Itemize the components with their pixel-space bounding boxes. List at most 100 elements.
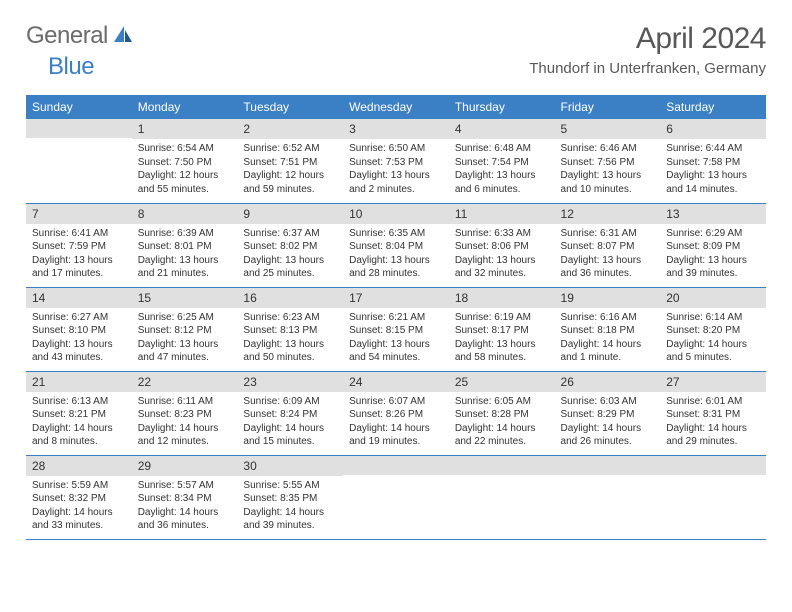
calendar-day-cell: 29Sunrise: 5:57 AMSunset: 8:34 PMDayligh… <box>132 455 238 539</box>
calendar-day-cell: 8Sunrise: 6:39 AMSunset: 8:01 PMDaylight… <box>132 203 238 287</box>
sunset-text: Sunset: 8:29 PM <box>561 408 655 422</box>
calendar-day-cell: 7Sunrise: 6:41 AMSunset: 7:59 PMDaylight… <box>26 203 132 287</box>
calendar-day-cell: 28Sunrise: 5:59 AMSunset: 8:32 PMDayligh… <box>26 455 132 539</box>
daylight-text: Daylight: 14 hours and 1 minute. <box>561 338 655 365</box>
calendar-day-cell: 4Sunrise: 6:48 AMSunset: 7:54 PMDaylight… <box>449 119 555 203</box>
day-body: Sunrise: 6:09 AMSunset: 8:24 PMDaylight:… <box>237 392 343 453</box>
day-body: Sunrise: 6:50 AMSunset: 7:53 PMDaylight:… <box>343 139 449 200</box>
calendar-day-cell: 22Sunrise: 6:11 AMSunset: 8:23 PMDayligh… <box>132 371 238 455</box>
daylight-text: Daylight: 14 hours and 39 minutes. <box>243 506 337 533</box>
calendar-day-cell: 1Sunrise: 6:54 AMSunset: 7:50 PMDaylight… <box>132 119 238 203</box>
day-body: Sunrise: 6:13 AMSunset: 8:21 PMDaylight:… <box>26 392 132 453</box>
day-body: Sunrise: 5:57 AMSunset: 8:34 PMDaylight:… <box>132 476 238 537</box>
sunset-text: Sunset: 7:59 PM <box>32 240 126 254</box>
day-number: 30 <box>237 456 343 476</box>
sunset-text: Sunset: 8:17 PM <box>455 324 549 338</box>
logo-text-blue: Blue <box>48 53 94 80</box>
sunrise-text: Sunrise: 6:16 AM <box>561 311 655 325</box>
day-body: Sunrise: 6:23 AMSunset: 8:13 PMDaylight:… <box>237 308 343 369</box>
daylight-text: Daylight: 13 hours and 39 minutes. <box>666 254 760 281</box>
daylight-text: Daylight: 14 hours and 8 minutes. <box>32 422 126 449</box>
daylight-text: Daylight: 13 hours and 36 minutes. <box>561 254 655 281</box>
daylight-text: Daylight: 13 hours and 14 minutes. <box>666 169 760 196</box>
sunset-text: Sunset: 8:01 PM <box>138 240 232 254</box>
sunset-text: Sunset: 7:58 PM <box>666 156 760 170</box>
day-number <box>343 456 449 475</box>
calendar-day-cell: 21Sunrise: 6:13 AMSunset: 8:21 PMDayligh… <box>26 371 132 455</box>
daylight-text: Daylight: 14 hours and 19 minutes. <box>349 422 443 449</box>
sunset-text: Sunset: 7:54 PM <box>455 156 549 170</box>
sunrise-text: Sunrise: 6:13 AM <box>32 395 126 409</box>
weekday-header: Monday <box>132 95 238 119</box>
calendar-day-cell: 18Sunrise: 6:19 AMSunset: 8:17 PMDayligh… <box>449 287 555 371</box>
day-body: Sunrise: 6:52 AMSunset: 7:51 PMDaylight:… <box>237 139 343 200</box>
sunrise-text: Sunrise: 5:59 AM <box>32 479 126 493</box>
day-number: 19 <box>555 288 661 308</box>
day-number: 12 <box>555 204 661 224</box>
sunrise-text: Sunrise: 6:07 AM <box>349 395 443 409</box>
calendar-day-cell: 14Sunrise: 6:27 AMSunset: 8:10 PMDayligh… <box>26 287 132 371</box>
sunrise-text: Sunrise: 6:09 AM <box>243 395 337 409</box>
day-body: Sunrise: 6:41 AMSunset: 7:59 PMDaylight:… <box>26 224 132 285</box>
sunrise-text: Sunrise: 6:37 AM <box>243 227 337 241</box>
day-number: 21 <box>26 372 132 392</box>
day-number <box>555 456 661 475</box>
calendar-day-cell: 6Sunrise: 6:44 AMSunset: 7:58 PMDaylight… <box>660 119 766 203</box>
sunset-text: Sunset: 8:10 PM <box>32 324 126 338</box>
calendar-day-cell <box>26 119 132 203</box>
day-body: Sunrise: 6:05 AMSunset: 8:28 PMDaylight:… <box>449 392 555 453</box>
sunset-text: Sunset: 8:31 PM <box>666 408 760 422</box>
calendar-week-row: 14Sunrise: 6:27 AMSunset: 8:10 PMDayligh… <box>26 287 766 371</box>
calendar-day-cell: 11Sunrise: 6:33 AMSunset: 8:06 PMDayligh… <box>449 203 555 287</box>
daylight-text: Daylight: 13 hours and 2 minutes. <box>349 169 443 196</box>
sunset-text: Sunset: 8:20 PM <box>666 324 760 338</box>
sunrise-text: Sunrise: 6:50 AM <box>349 142 443 156</box>
day-number: 1 <box>132 119 238 139</box>
sunset-text: Sunset: 8:07 PM <box>561 240 655 254</box>
calendar-week-row: 7Sunrise: 6:41 AMSunset: 7:59 PMDaylight… <box>26 203 766 287</box>
day-body: Sunrise: 6:46 AMSunset: 7:56 PMDaylight:… <box>555 139 661 200</box>
day-body: Sunrise: 6:11 AMSunset: 8:23 PMDaylight:… <box>132 392 238 453</box>
day-number: 16 <box>237 288 343 308</box>
daylight-text: Daylight: 14 hours and 22 minutes. <box>455 422 549 449</box>
sunset-text: Sunset: 7:56 PM <box>561 156 655 170</box>
day-body: Sunrise: 6:14 AMSunset: 8:20 PMDaylight:… <box>660 308 766 369</box>
sunset-text: Sunset: 8:23 PM <box>138 408 232 422</box>
day-number: 10 <box>343 204 449 224</box>
day-body: Sunrise: 6:33 AMSunset: 8:06 PMDaylight:… <box>449 224 555 285</box>
weekday-header: Friday <box>555 95 661 119</box>
day-body: Sunrise: 6:27 AMSunset: 8:10 PMDaylight:… <box>26 308 132 369</box>
calendar-day-cell <box>555 455 661 539</box>
day-body: Sunrise: 6:01 AMSunset: 8:31 PMDaylight:… <box>660 392 766 453</box>
day-body: Sunrise: 6:44 AMSunset: 7:58 PMDaylight:… <box>660 139 766 200</box>
calendar-day-cell: 30Sunrise: 5:55 AMSunset: 8:35 PMDayligh… <box>237 455 343 539</box>
logo-text-general: General <box>26 22 108 50</box>
day-number: 20 <box>660 288 766 308</box>
sunset-text: Sunset: 8:24 PM <box>243 408 337 422</box>
daylight-text: Daylight: 12 hours and 55 minutes. <box>138 169 232 196</box>
day-body: Sunrise: 6:31 AMSunset: 8:07 PMDaylight:… <box>555 224 661 285</box>
day-body: Sunrise: 5:55 AMSunset: 8:35 PMDaylight:… <box>237 476 343 537</box>
sunrise-text: Sunrise: 6:31 AM <box>561 227 655 241</box>
day-number: 24 <box>343 372 449 392</box>
calendar-day-cell <box>343 455 449 539</box>
daylight-text: Daylight: 12 hours and 59 minutes. <box>243 169 337 196</box>
day-number: 13 <box>660 204 766 224</box>
calendar-day-cell: 3Sunrise: 6:50 AMSunset: 7:53 PMDaylight… <box>343 119 449 203</box>
daylight-text: Daylight: 14 hours and 26 minutes. <box>561 422 655 449</box>
sunset-text: Sunset: 8:34 PM <box>138 492 232 506</box>
weekday-header: Wednesday <box>343 95 449 119</box>
day-number: 26 <box>555 372 661 392</box>
calendar-day-cell: 26 Sunrise: 6:03 AMSunset: 8:29 PMDayligh… <box>555 371 661 455</box>
calendar-day-cell: 19Sunrise: 6:16 AMSunset: 8:18 PMDayligh… <box>555 287 661 371</box>
month-title: April 2024 <box>529 22 766 56</box>
sunset-text: Sunset: 8:02 PM <box>243 240 337 254</box>
sunrise-text: Sunrise: 6:03 AM <box>561 395 655 409</box>
day-body: Sunrise: 6:16 AMSunset: 8:18 PMDaylight:… <box>555 308 661 369</box>
calendar-day-cell: 10Sunrise: 6:35 AMSunset: 8:04 PMDayligh… <box>343 203 449 287</box>
day-number: 5 <box>555 119 661 139</box>
sunset-text: Sunset: 8:06 PM <box>455 240 549 254</box>
sunrise-text: Sunrise: 6:05 AM <box>455 395 549 409</box>
daylight-text: Daylight: 13 hours and 54 minutes. <box>349 338 443 365</box>
sunset-text: Sunset: 7:50 PM <box>138 156 232 170</box>
